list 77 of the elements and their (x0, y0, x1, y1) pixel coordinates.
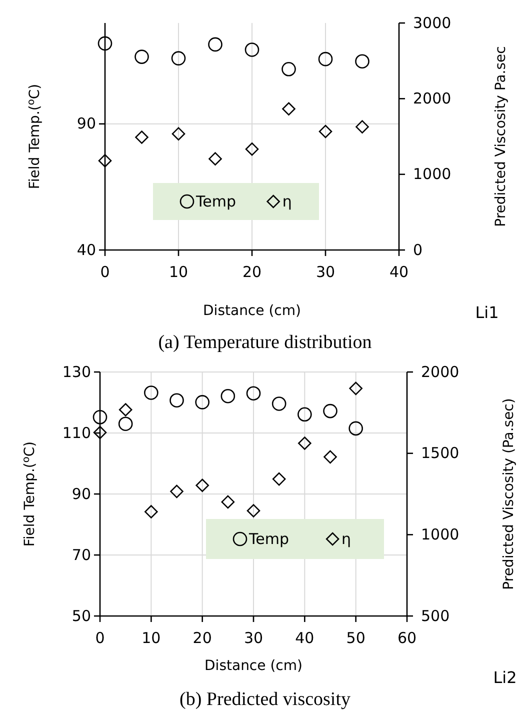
point (318, 124, 332, 138)
point (92, 410, 108, 424)
legend-label: Temp (248, 530, 289, 548)
y2-tick-label: 1000 (413, 165, 452, 184)
point (348, 421, 363, 436)
point (282, 62, 296, 76)
x-tick-label: 50 (346, 629, 366, 647)
point (221, 495, 235, 509)
point (134, 50, 149, 64)
x-tick-label: 10 (142, 629, 161, 647)
x-tick-label: 40 (389, 263, 409, 281)
point (93, 426, 107, 440)
legend-label: η (342, 530, 352, 548)
point (144, 505, 158, 518)
point (118, 416, 133, 431)
point (208, 152, 222, 166)
y2-axis-title: Predicted Viscosity Pa.sec (493, 46, 509, 227)
y2-tick-label: 0 (413, 240, 423, 259)
point (244, 42, 260, 57)
point (171, 51, 186, 66)
point (196, 478, 209, 492)
y2-axis-title: Predicted Viscosity (Pa.sec) (501, 398, 517, 590)
point (298, 436, 312, 450)
text: (a) Temperature distribution (158, 332, 372, 353)
point (245, 142, 259, 156)
y2-tick-label: 1500 (421, 444, 460, 462)
x-axis-title: Distance (cm) (204, 658, 302, 674)
legend-label: η (282, 192, 292, 210)
legend-label: Temp (195, 192, 236, 210)
point (246, 386, 261, 400)
y-tick-label: 110 (62, 424, 91, 442)
y-tick-label: 90 (76, 114, 96, 133)
y-tick-label: 70 (72, 546, 91, 564)
y-tick-label: 50 (72, 606, 91, 625)
point (246, 504, 260, 518)
point (118, 403, 132, 416)
point (98, 36, 112, 51)
y2-tick-label: 2000 (421, 362, 460, 381)
x-tick-label: 30 (244, 629, 264, 647)
x-tick-label: 20 (192, 629, 212, 647)
x-tick-label: 60 (397, 629, 417, 647)
point (220, 388, 236, 404)
y-tick-label: 130 (62, 362, 91, 381)
text: Li2 (493, 668, 517, 687)
y2-tick-label: 500 (421, 606, 450, 625)
x-tick-label: 30 (316, 263, 336, 281)
x-tick-label: 10 (168, 263, 188, 281)
point (349, 382, 362, 396)
x-tick-label: 40 (295, 629, 314, 647)
point (195, 395, 210, 410)
point (356, 120, 369, 134)
point (208, 37, 222, 52)
point (323, 404, 338, 418)
x-tick-label: 20 (242, 263, 262, 281)
y2-tick-label: 3000 (413, 14, 452, 32)
point (272, 396, 286, 411)
point (172, 127, 186, 140)
text: (b) Predicted viscosity (180, 689, 351, 710)
point (282, 102, 296, 116)
point (170, 484, 184, 498)
y-tick-label: 90 (72, 484, 91, 503)
point (272, 472, 286, 486)
point (135, 130, 148, 144)
y2-tick-label: 2000 (413, 89, 452, 108)
point (170, 393, 184, 408)
point (298, 407, 312, 422)
point (98, 154, 112, 168)
x-axis-title: Distance (cm) (203, 303, 301, 319)
point (318, 52, 333, 66)
text: Li1 (475, 303, 499, 322)
point (144, 386, 158, 400)
y-tick-label: 40 (76, 240, 96, 259)
point (324, 450, 337, 464)
x-tick-label: 0 (95, 629, 105, 647)
x-tick-label: 0 (100, 263, 110, 281)
point (355, 54, 370, 68)
y2-tick-label: 1000 (421, 525, 460, 544)
